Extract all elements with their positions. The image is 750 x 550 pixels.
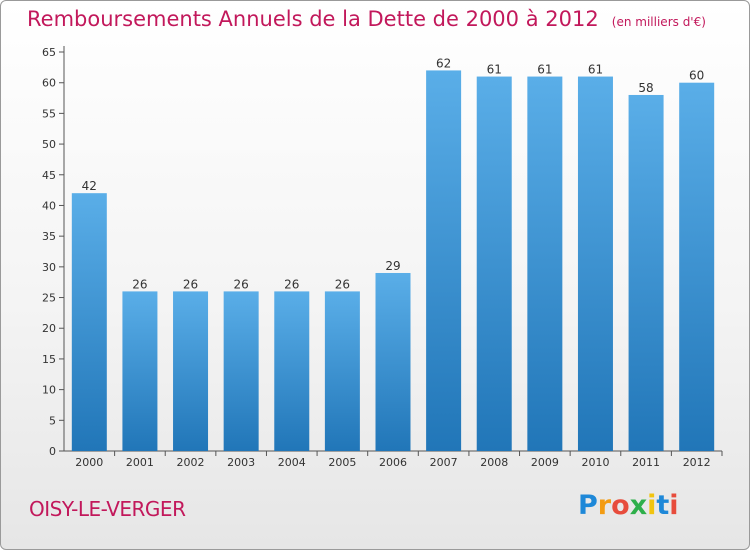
y-tick-label: 45: [42, 169, 56, 182]
x-tick-label: 2009: [531, 456, 559, 469]
data-label: 26: [132, 277, 147, 291]
logo-letter: P: [578, 490, 598, 521]
logo-letter: o: [611, 490, 630, 521]
y-tick-label: 65: [42, 46, 56, 59]
x-tick-label: 2001: [126, 456, 154, 469]
x-tick-label: 2008: [480, 456, 508, 469]
logo-letter: r: [597, 490, 612, 521]
x-tick-label: 2007: [430, 456, 458, 469]
bar: [173, 291, 209, 451]
y-tick-label: 40: [42, 199, 56, 212]
x-tick-label: 2012: [683, 456, 711, 469]
data-label: 58: [638, 81, 653, 95]
bar: [476, 76, 512, 452]
y-tick-label: 50: [42, 138, 56, 151]
bar: [71, 193, 107, 451]
y-tick-label: 30: [42, 261, 56, 274]
logo-letter: x: [629, 490, 648, 521]
data-label: 60: [689, 69, 704, 83]
data-label: 61: [487, 63, 502, 77]
bar: [679, 82, 715, 451]
y-tick-label: 35: [42, 230, 56, 243]
data-label: 29: [385, 259, 400, 273]
y-tick-label: 20: [42, 322, 56, 335]
bar: [628, 94, 664, 451]
data-label: 42: [82, 179, 97, 193]
x-tick-label: 2004: [278, 456, 306, 469]
bar: [122, 291, 158, 451]
brand-logo: Proxiti: [578, 490, 679, 521]
axes: 0 5 10 15 20 25 30 35 40 45 50 55 60 65 2000 2001 2002 20…: [42, 46, 723, 469]
x-tick-label: 2003: [227, 456, 255, 469]
x-tick-label: 2005: [328, 456, 356, 469]
data-label: 26: [234, 277, 249, 291]
chart-unit: (en milliers d'€): [611, 15, 706, 29]
bar: [274, 291, 310, 451]
x-tick-label: 2011: [632, 456, 660, 469]
logo-letter: t: [656, 490, 670, 521]
y-tick-label: 10: [42, 384, 56, 397]
y-tick-label: 60: [42, 77, 56, 90]
x-tick-label: 2002: [177, 456, 205, 469]
x-tick-label: 2000: [75, 456, 103, 469]
bars: 42 26 26 26 26 26 29 62 61 61 61 58 60: [71, 56, 715, 452]
x-tick-label: 2006: [379, 456, 407, 469]
data-label: 26: [183, 277, 198, 291]
data-label: 26: [335, 277, 350, 291]
bar: [223, 291, 259, 451]
y-tick-label: 55: [42, 107, 56, 120]
chart-title: Remboursements Annuels de la Dette de 20…: [27, 7, 599, 31]
y-tick-label: 25: [42, 292, 56, 305]
data-label: 26: [284, 277, 299, 291]
commune-name: OISY-LE-VERGER: [29, 497, 186, 521]
bar: [527, 76, 563, 452]
y-tick-label: 0: [49, 445, 56, 458]
data-label: 62: [436, 56, 451, 70]
bar: [577, 76, 613, 452]
bar: [324, 291, 360, 451]
y-tick-label: 15: [42, 353, 56, 366]
x-tick-label: 2010: [581, 456, 609, 469]
logo-letter: i: [669, 490, 679, 521]
data-label: 61: [588, 63, 603, 77]
bar: [375, 272, 411, 451]
title-row: Remboursements Annuels de la Dette de 20…: [27, 7, 706, 31]
logo-letter: i: [647, 490, 657, 521]
bar: [426, 70, 462, 452]
y-tick-label: 5: [49, 414, 56, 427]
data-label: 61: [537, 63, 552, 77]
